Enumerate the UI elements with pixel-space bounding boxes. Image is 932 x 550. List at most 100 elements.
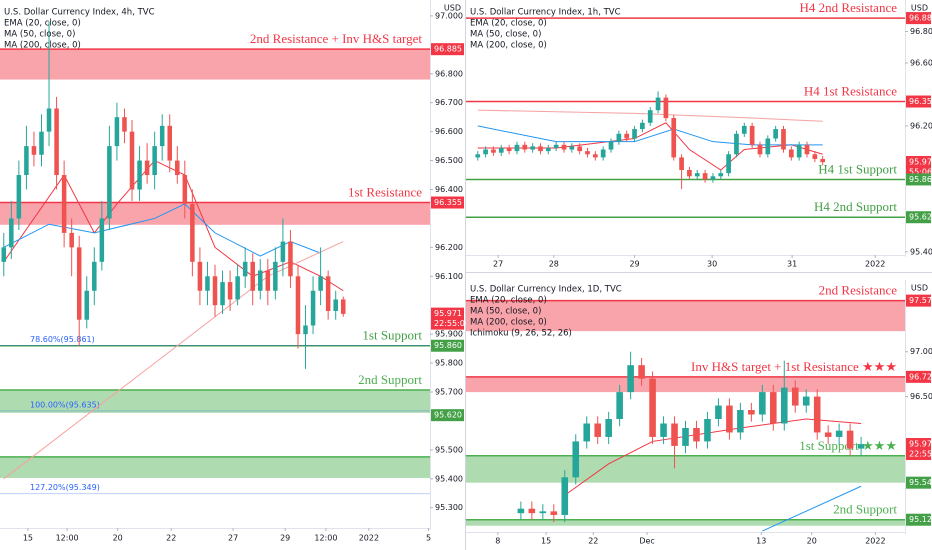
candle-body [671,118,677,158]
price-tag [906,95,931,108]
price-tag [906,12,931,25]
candle-body [624,133,630,139]
x-tick-label: 15 [541,537,551,546]
candle-body [649,378,656,437]
price-tag-label: 96.355 [909,97,932,106]
level-label: H4 2nd Support [814,199,897,214]
zone-label: 2nd Support [358,372,422,387]
candle-body [561,144,567,150]
y-tick-label: 97.000 [435,11,463,20]
candle-body [702,173,708,180]
level-label: H4 1st Support [818,161,897,176]
candle-body [757,144,763,155]
candle-body [114,117,120,147]
candle-body [530,146,535,150]
currency: USD [911,284,928,293]
candle-body [748,410,755,415]
price-tag-time: 22:55:05 [909,450,932,459]
candle-body [780,387,788,424]
candle-body [9,218,14,248]
candle-body [318,276,323,291]
candle-body [46,108,52,132]
candle-body [561,477,569,515]
candle-body [638,365,645,379]
x-tick-label: 27 [493,260,503,269]
candle-body [671,423,678,446]
candle-body [333,299,338,312]
candle-body [24,146,29,176]
candle-body [734,133,739,155]
candle-body [258,270,263,291]
candle-body [647,110,653,123]
candle-body [152,146,157,176]
y-tick-label: 95.500 [435,445,463,454]
price-tag [906,513,931,526]
candle-body [812,154,818,159]
candle-body [212,276,218,306]
indicator-name: EMA (20, close, 0) [470,19,547,29]
candle-body [710,176,716,180]
candle-body [577,146,583,152]
candle-body [835,430,843,437]
chart-title: U.S. Dollar Currency Index, 1D, TVC [470,285,622,295]
candle-body [781,129,786,150]
indicator-name: MA (50, close, 0) [470,307,541,317]
candle-body [197,261,203,291]
x-tick-label: 29 [629,260,639,269]
x-tick-label: 13 [756,537,766,546]
y-tick-label: 95.400 [910,247,932,256]
candle-body [592,154,598,158]
x-tick-label: 12:00 [56,534,79,543]
candle-body [726,154,731,174]
candle-body [54,108,59,176]
candle-body [220,282,225,306]
x-tick-label: 22 [166,534,176,543]
candle-body [61,175,67,233]
candle-body [616,392,623,420]
price-tag-label: 96.885 [434,45,462,54]
candle-body [235,276,240,300]
y-tick-label: 96.800 [435,69,463,78]
y-tick-label: 96.100 [435,272,463,281]
candle-body [325,276,331,312]
y-tick-label: 96.500 [910,392,932,401]
candle-body [1,247,7,262]
zone [0,49,430,80]
zone [466,300,905,332]
candle-body [31,146,37,155]
price-tag-label: 96.885 [909,14,932,23]
price-tag [431,409,464,422]
candle-body [99,218,105,262]
y-tick-label: 96.800 [910,27,932,36]
indicator-line [477,122,823,171]
price-tag [431,307,464,330]
y-tick-label: 95.800 [435,359,463,368]
x-tick-label: 22 [588,537,598,546]
x-tick-label: 20 [113,534,123,543]
price-tag-label: 95.971 [909,157,932,166]
candle-body [770,392,777,424]
candle-body [585,151,590,155]
price-tag-label: 95.971 [909,440,932,449]
x-tick-label: 5 [426,534,431,543]
candle-body [627,365,634,393]
price-tag-label: 95.620 [434,411,462,420]
candle-body [824,432,832,437]
indicator-name: Ichimoku (9, 26, 52, 26) [470,329,572,339]
currency: USD [911,4,928,13]
candle-body [182,175,188,204]
indicator-name: MA (200, close, 0) [470,41,547,51]
candle-body [517,508,525,514]
price-tag [906,211,931,224]
y-tick-label: 96.200 [435,243,463,252]
candle-body [190,203,195,262]
candle-body [640,122,645,130]
price-tag-label: 97.570 [909,296,932,305]
candle-body [791,387,799,406]
y-tick-label: 96.600 [910,58,932,67]
price-tag-label: 95.860 [434,341,462,350]
candle-body [159,125,165,147]
indicator-line [762,485,862,532]
candle-body [632,129,637,139]
y-tick-label: 95.300 [435,503,463,512]
